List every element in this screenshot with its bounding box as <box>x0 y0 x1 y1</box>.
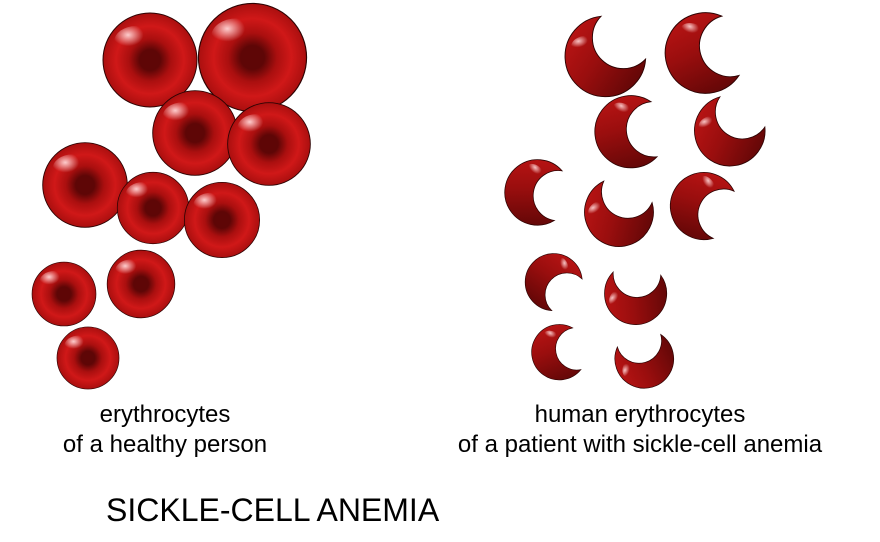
sickle-label-line2: of a patient with sickle-cell anemia <box>420 430 860 460</box>
healthy-cell <box>182 180 262 260</box>
sickle-cell <box>515 245 594 324</box>
sickle-label-line1: human erythrocytes <box>420 400 860 430</box>
healthy-label-line1: erythrocytes <box>20 400 310 430</box>
healthy-cell <box>115 170 191 246</box>
sickle-cell <box>600 312 690 402</box>
healthy-cell <box>30 260 98 328</box>
healthy-label: erythrocytes of a healthy person <box>20 400 310 460</box>
diagram-title: SICKLE-CELL ANEMIA <box>106 492 439 529</box>
healthy-cell <box>55 325 121 391</box>
healthy-cell <box>225 100 313 188</box>
healthy-label-line2: of a healthy person <box>20 430 310 460</box>
healthy-cell <box>105 248 177 320</box>
sickle-label: human erythrocytes of a patient with sic… <box>420 400 860 460</box>
